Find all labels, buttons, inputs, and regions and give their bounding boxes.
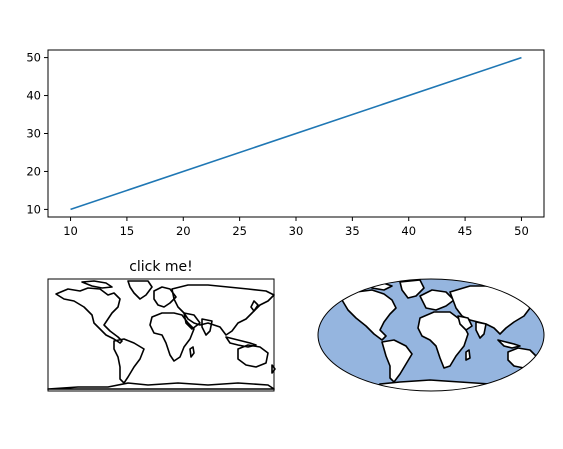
- x-tick-label: 30: [289, 224, 304, 238]
- map-frame: [47, 278, 275, 392]
- x-tick: 20: [176, 217, 191, 238]
- coastline-europe: [153, 286, 177, 308]
- coastline-indonesia: [225, 336, 257, 348]
- plate-carree-map[interactable]: click me!: [47, 259, 276, 392]
- y-tick: 10: [26, 202, 48, 216]
- x-tick: 35: [345, 217, 360, 238]
- map-title: click me!: [129, 259, 193, 275]
- land-indonesia: [497, 339, 521, 349]
- x-tick-label: 45: [458, 224, 473, 238]
- x-tick-label: 25: [232, 224, 247, 238]
- x-tick-label: 50: [514, 224, 529, 238]
- x-tick: 50: [514, 217, 529, 238]
- y-tick-label: 40: [26, 89, 41, 103]
- land-europe: [419, 289, 455, 311]
- coastline-arabia: [183, 312, 201, 330]
- coastlines: [47, 280, 276, 390]
- x-tick: 10: [63, 217, 78, 238]
- coastline-south-america: [113, 338, 145, 384]
- y-tick-label: 30: [26, 127, 41, 141]
- x-tick: 15: [120, 217, 135, 238]
- land-africa: [417, 311, 469, 369]
- coastline-japan: [250, 300, 259, 312]
- x-tick: 25: [232, 217, 247, 238]
- land-north-america: [341, 289, 397, 341]
- land-arabia: [457, 315, 473, 331]
- coastline-asia: [171, 284, 275, 336]
- line-series-layer: [70, 56, 522, 211]
- x-tick: 45: [458, 217, 473, 238]
- x-tick: 30: [289, 217, 304, 238]
- y-tick-label: 20: [26, 164, 41, 178]
- y-tick-label: 50: [26, 51, 41, 65]
- x-tick-label: 10: [63, 224, 78, 238]
- y-axis-ticks: 10 20 30 40 50: [26, 51, 48, 216]
- land-south-america: [381, 339, 413, 383]
- land-india: [475, 321, 487, 339]
- line-chart: 10 15 20 25 30 35 40 45 50 10 20 30 40 50: [26, 49, 545, 238]
- coastline-australia: [237, 344, 269, 368]
- x-tick-label: 40: [401, 224, 416, 238]
- coastline-madagascar: [189, 346, 195, 358]
- map-boundary: [317, 278, 545, 392]
- line-series-0: [70, 56, 522, 211]
- x-tick-label: 35: [345, 224, 360, 238]
- coastline-north-america: [55, 287, 123, 344]
- land-madagascar: [465, 349, 471, 361]
- coastline-india: [201, 318, 213, 336]
- y-tick: 30: [26, 127, 48, 141]
- y-tick: 50: [26, 51, 48, 65]
- coastline-greenland: [127, 280, 153, 300]
- x-tick-label: 20: [176, 224, 191, 238]
- land-australia: [507, 347, 537, 369]
- mollweide-map: [317, 278, 545, 392]
- x-tick: 40: [401, 217, 416, 238]
- y-tick-label: 10: [26, 202, 41, 216]
- land-greenland: [399, 279, 425, 299]
- coastline-africa: [149, 312, 195, 362]
- coastline-arctic-islands: [81, 280, 113, 289]
- y-tick: 20: [26, 164, 48, 178]
- coastline-antarctica: [47, 382, 275, 390]
- x-tick-label: 15: [120, 224, 135, 238]
- x-axis-ticks: 10 15 20 25 30 35 40 45 50: [63, 217, 529, 238]
- y-tick: 40: [26, 89, 48, 103]
